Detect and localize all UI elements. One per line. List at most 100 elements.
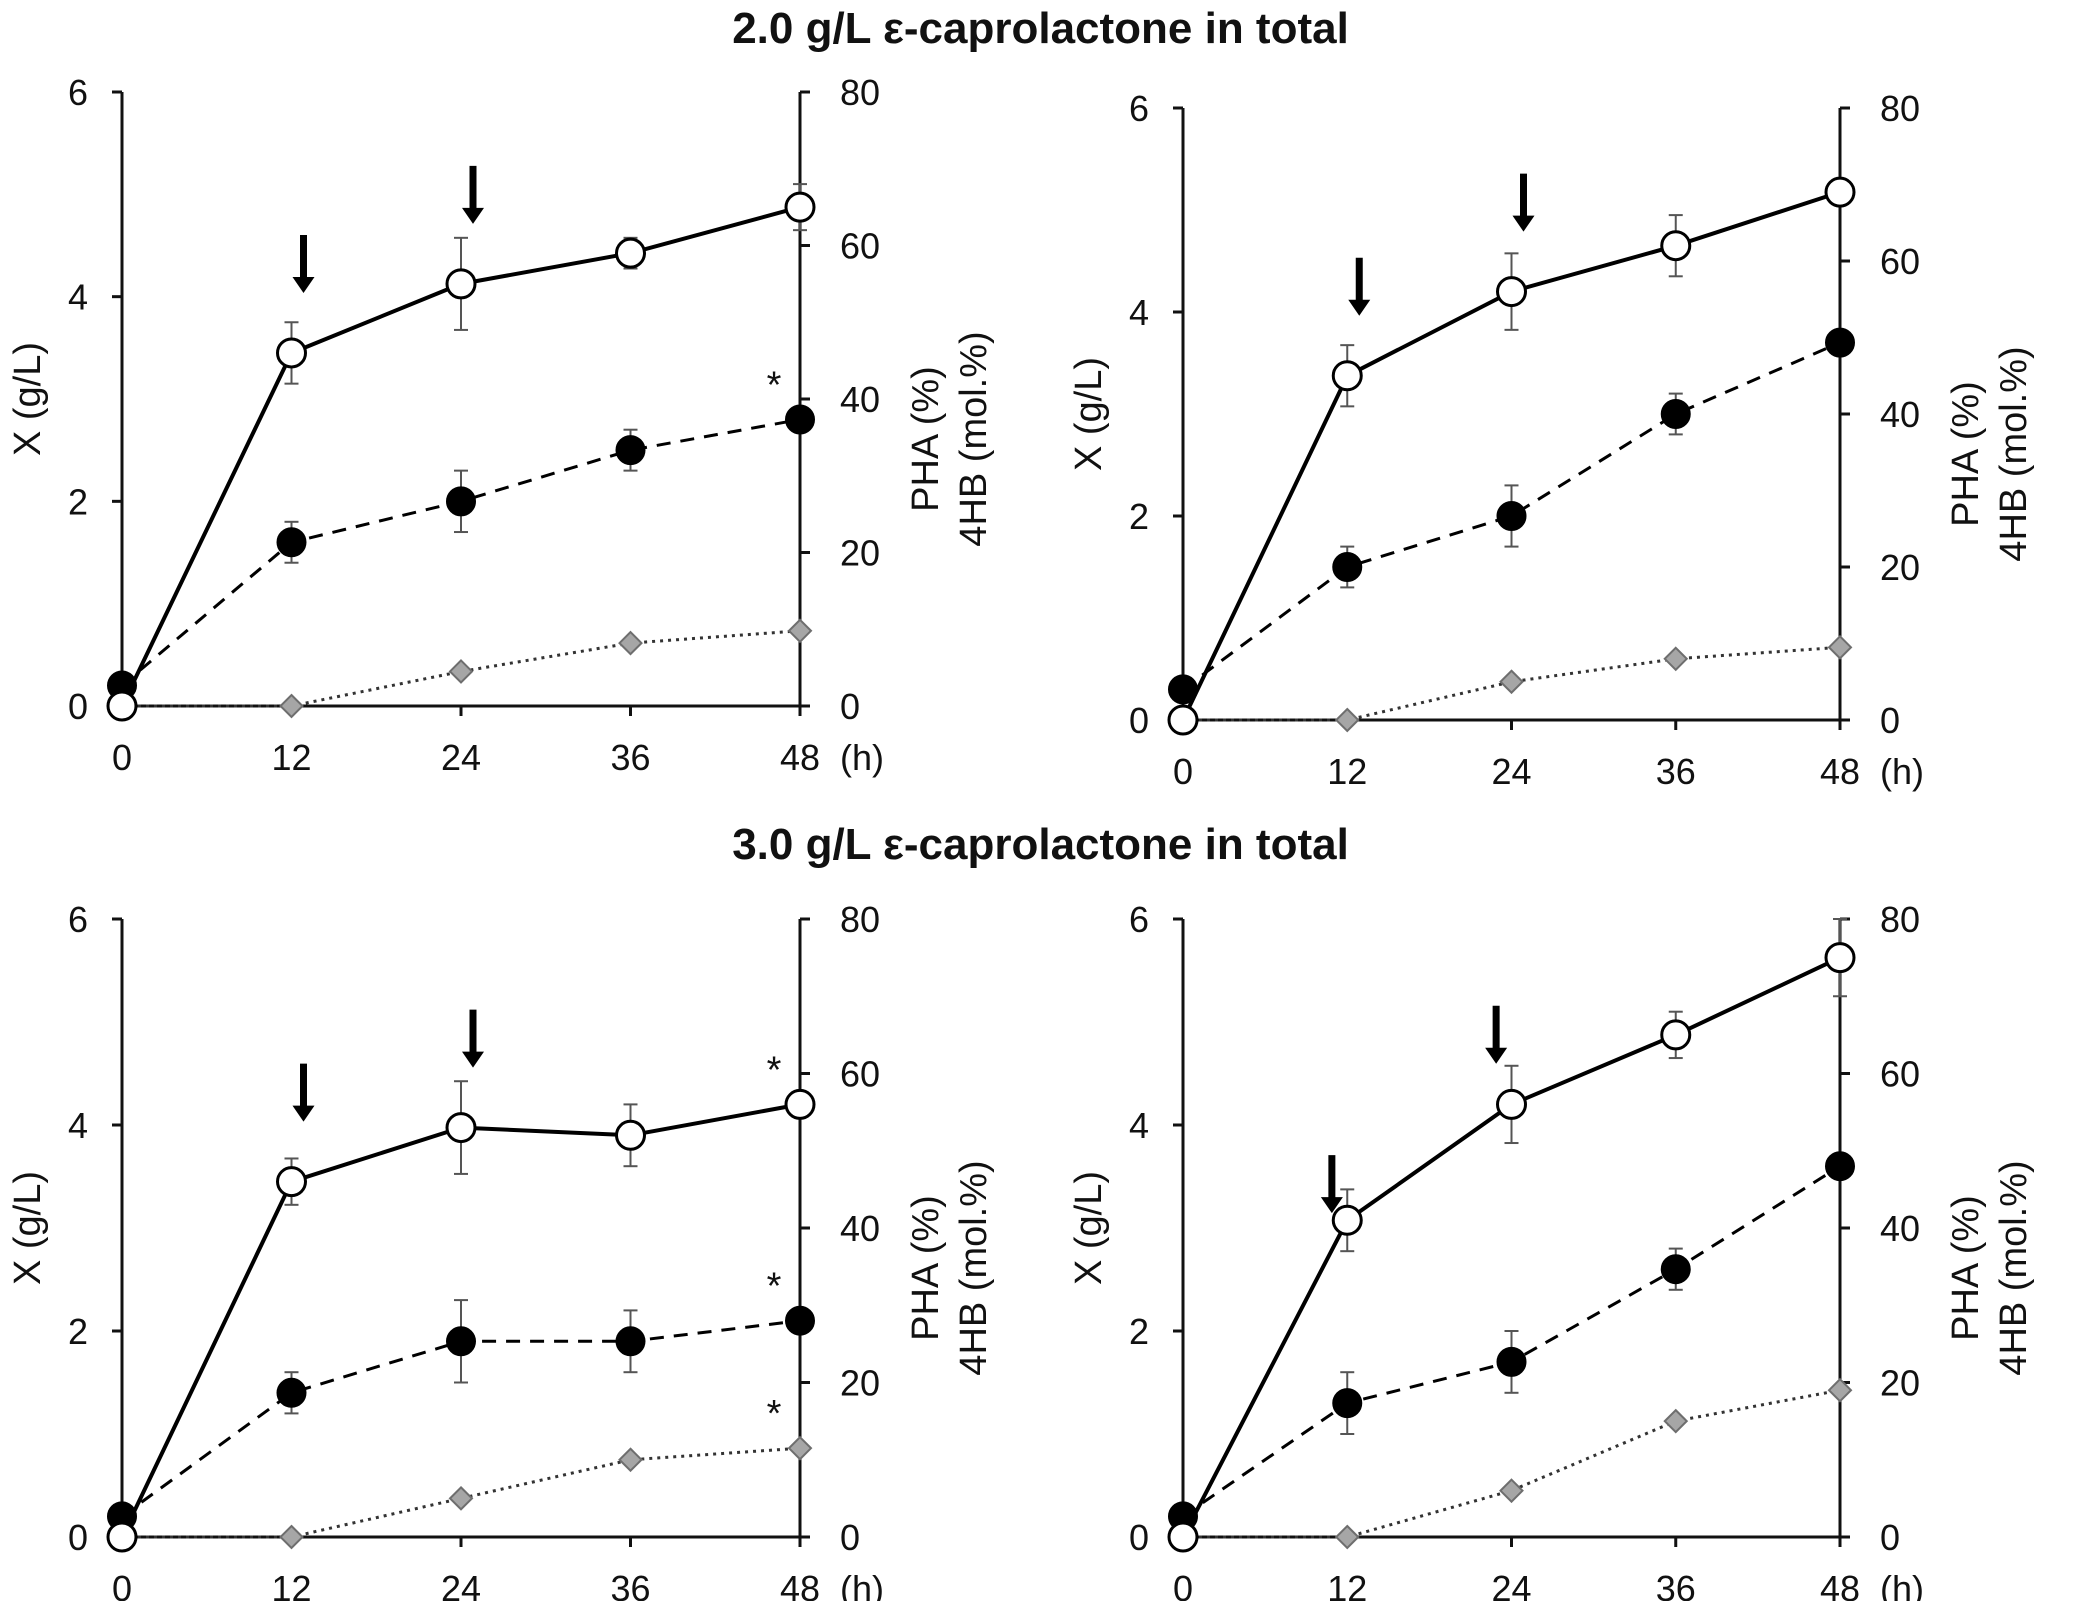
y-right-tick-label: 40 [1880,394,1920,435]
pha-point [1496,276,1527,308]
y-left-tick-label: 2 [68,1311,88,1352]
y-left-axis-title: X (g/L) [7,342,49,456]
y-right-tick-label: 40 [840,379,880,420]
x-tick-label: 48 [1820,1568,1860,1601]
4hb-point [787,1435,813,1461]
4hb-point [1334,707,1360,733]
x-tick-label: 0 [112,1568,132,1601]
pha-point [1824,942,1856,974]
pha-point [276,337,307,369]
y-right-tick-label: 80 [840,72,880,113]
y-right-axis-title-4hb: 4HB (mol.%) [1993,1160,2035,1375]
y-left-tick-label: 4 [1129,1105,1149,1146]
4hb-point [1827,634,1853,660]
4hb-point [787,618,813,644]
x-tick-label: 36 [1656,1568,1696,1601]
x-tick-label: 0 [112,737,132,778]
significance-star: * [767,1049,782,1091]
y-right-axis-title-pha: PHA (%) [1945,1195,1987,1341]
y-left-axis-title: X (g/L) [7,1171,49,1285]
feeding-arrow-head [292,276,315,293]
4hb-point [1663,1408,1689,1434]
series-line-4hb [1183,645,1841,722]
y-right-tick-label: 20 [840,1363,880,1404]
pha-point [1331,1204,1363,1236]
x-point [615,435,646,466]
pha-point [276,1166,307,1198]
y-right-tick-label: 0 [840,686,860,727]
y-left-tick-label: 6 [1129,899,1149,940]
feeding-arrow-head [462,207,484,224]
y-left-tick-label: 2 [1129,1311,1149,1352]
y-right-axis-title-pha: PHA (%) [905,366,947,512]
pha-point [615,1119,646,1151]
pha-point [1660,230,1692,262]
x-point [1660,1254,1691,1285]
x-unit-label: (h) [840,737,884,778]
y-right-tick-label: 20 [1880,547,1920,588]
4hb-point [279,693,304,719]
series-line-x [1182,341,1841,691]
chart-panel-bottom-right: 0 2 4 6 0 20 40 60 80 0 12 24 36 48 (h) X (g/L) PHA (%) 4… [1040,880,2080,1601]
y-right-tick-label: 80 [1880,88,1920,129]
x-tick-label: 36 [610,737,650,778]
4hb-point [618,630,643,656]
4hb-point [448,659,474,684]
y-right-tick-label: 60 [1880,241,1920,282]
pha-point [106,690,138,722]
y-left-tick-label: 6 [68,72,88,113]
y-right-tick-label: 40 [840,1208,880,1249]
x-unit-label: (h) [1880,1568,1924,1601]
x-point [276,527,307,558]
x-tick-label: 24 [441,1568,481,1601]
y-left-tick-label: 0 [1129,700,1149,741]
y-right-tick-label: 20 [840,533,880,574]
4hb-point [1827,1377,1853,1403]
feeding-arrow-head [462,1051,484,1068]
y-left-tick-label: 2 [1129,496,1149,537]
feeding-arrow-head [292,1105,315,1122]
x-tick-label: 24 [441,737,481,778]
x-tick-label: 36 [1656,751,1696,792]
pha-point [445,268,477,300]
x-point [276,1377,307,1408]
y-left-tick-label: 0 [1129,1517,1149,1558]
y-left-tick-label: 0 [68,686,88,727]
x-tick-label: 24 [1491,751,1531,792]
x-point [785,1305,815,1336]
x-point [1660,399,1691,429]
x-point [1332,1388,1363,1419]
x-point [1825,1151,1855,1182]
x-point [1332,552,1363,582]
y-left-axis-title: X (g/L) [1068,1171,1110,1285]
pha-point [1660,1019,1692,1051]
pha-point [1167,704,1199,736]
y-right-tick-label: 40 [1880,1208,1920,1249]
4hb-point [1663,646,1689,672]
x-point [785,404,815,435]
chart-panel-bottom-left: 0 2 4 6 0 20 40 60 80 0 12 24 36 48 (h) X (g/L) PHA (%) 4… [0,880,1040,1601]
feeding-arrow-head [1512,215,1535,232]
y-right-tick-label: 60 [840,1054,880,1095]
feeding-arrow-head [1485,1047,1508,1064]
y-right-axis-title-pha: PHA (%) [1945,381,1987,527]
pha-point [1331,360,1363,392]
x-point [446,1326,476,1357]
series-line-4hb [122,1446,801,1539]
significance-star: * [767,1266,782,1308]
y-right-tick-label: 80 [840,899,880,940]
series-line-pha [1181,955,1841,1538]
chart-panel-top-right: 0 2 4 6 0 20 40 60 80 0 12 24 36 48 (h) X (g/L) PHA (%) 4… [1040,60,2080,820]
x-tick-label: 12 [271,737,311,778]
y-right-tick-label: 0 [1880,700,1900,741]
y-right-axis-title-pha: PHA (%) [905,1195,947,1341]
y-left-tick-label: 0 [68,1517,88,1558]
y-left-tick-label: 6 [1129,88,1149,129]
feeding-arrow-head [1320,1197,1343,1214]
y-right-tick-label: 20 [1880,1363,1920,1404]
x-tick-label: 48 [1820,751,1860,792]
